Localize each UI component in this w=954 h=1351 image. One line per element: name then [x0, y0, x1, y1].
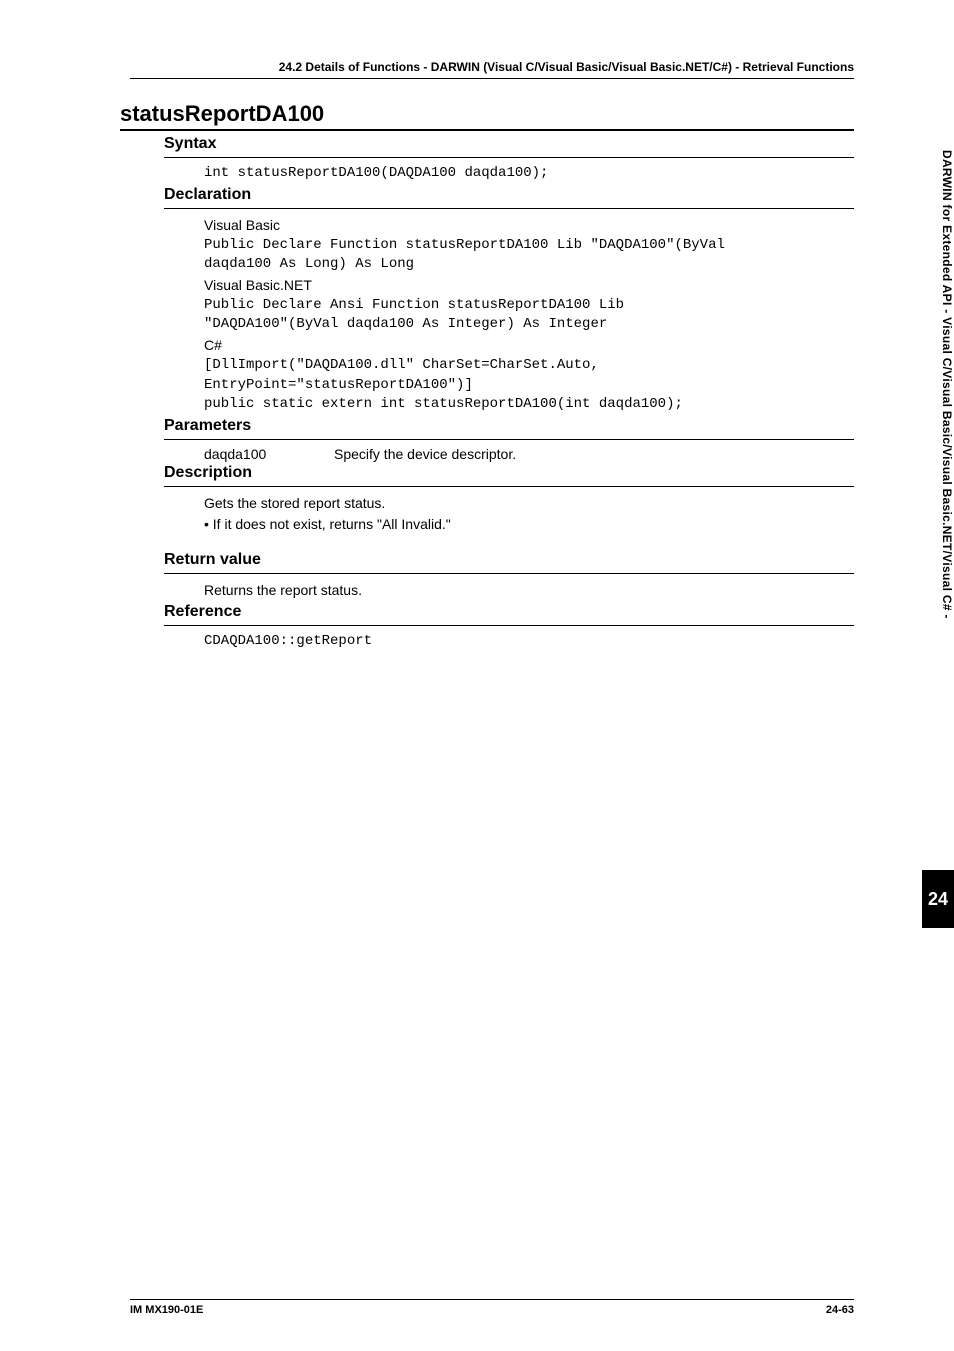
- page-footer: IM MX190-01E 24-63: [130, 1299, 854, 1316]
- cs-label: C#: [204, 335, 854, 356]
- syntax-code: int statusReportDA100(DAQDA100 daqda100)…: [204, 164, 854, 184]
- footer-left: IM MX190-01E: [130, 1304, 203, 1316]
- vbnet-code-line: "DAQDA100"(ByVal daqda100 As Integer) As…: [204, 315, 854, 335]
- cs-code-line: public static extern int statusReportDA1…: [204, 395, 854, 415]
- vbnet-label: Visual Basic.NET: [204, 275, 854, 296]
- parameters-title: Parameters: [164, 417, 854, 435]
- description-line: Gets the stored report status.: [204, 493, 854, 514]
- footer-right: 24-63: [826, 1304, 854, 1316]
- return-line: Returns the report status.: [204, 580, 854, 601]
- parameters-rule: [164, 439, 854, 440]
- footer-row: IM MX190-01E 24-63: [130, 1304, 854, 1316]
- syntax-title: Syntax: [164, 135, 854, 153]
- vb-label: Visual Basic: [204, 215, 854, 236]
- page-content: 24.2 Details of Functions - DARWIN (Visu…: [0, 0, 954, 691]
- side-label: DARWIN for Extended API - Visual C/Visua…: [940, 150, 954, 619]
- declaration-rule: [164, 208, 854, 209]
- return-rule: [164, 573, 854, 574]
- running-header: 24.2 Details of Functions - DARWIN (Visu…: [130, 60, 854, 74]
- reference-title: Reference: [164, 603, 854, 621]
- header-rule: [130, 78, 854, 79]
- description-rule: [164, 486, 854, 487]
- function-name: statusReportDA100: [120, 101, 854, 127]
- chapter-tab: 24: [922, 870, 954, 928]
- parameter-name: daqda100: [204, 446, 334, 462]
- reference-code: CDAQDA100::getReport: [204, 632, 854, 652]
- reference-rule: [164, 625, 854, 626]
- declaration-title: Declaration: [164, 186, 854, 204]
- syntax-rule: [164, 157, 854, 158]
- description-title: Description: [164, 464, 854, 482]
- vb-code-line: Public Declare Function statusReportDA10…: [204, 236, 854, 256]
- cs-code-line: [DllImport("DAQDA100.dll" CharSet=CharSe…: [204, 356, 854, 376]
- parameter-row: daqda100 Specify the device descriptor.: [204, 446, 854, 462]
- vb-code-line: daqda100 As Long) As Long: [204, 255, 854, 275]
- description-bullet: • If it does not exist, returns "All Inv…: [204, 514, 854, 535]
- function-rule: [120, 129, 854, 131]
- cs-code-line: EntryPoint="statusReportDA100")]: [204, 376, 854, 396]
- return-title: Return value: [164, 551, 854, 569]
- parameter-desc: Specify the device descriptor.: [334, 446, 516, 462]
- vbnet-code-line: Public Declare Ansi Function statusRepor…: [204, 296, 854, 316]
- footer-rule: [130, 1299, 854, 1300]
